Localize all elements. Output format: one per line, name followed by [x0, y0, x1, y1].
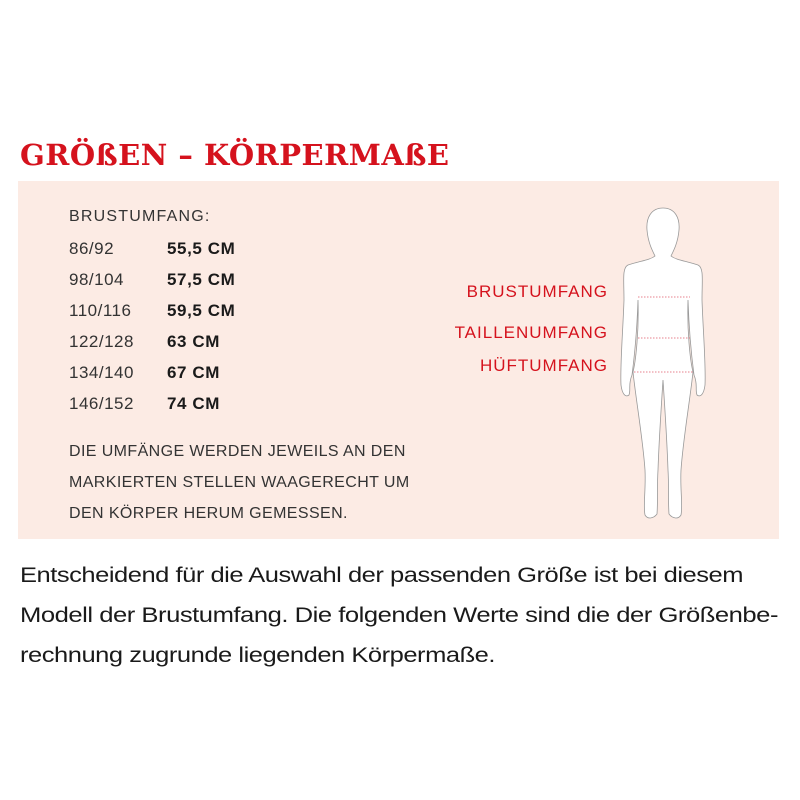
- page-title: GRÖßEN – KÖRPERMAßE: [20, 138, 450, 172]
- size-cell: 146/152: [69, 394, 134, 413]
- value-cell: 67 CM: [167, 363, 221, 382]
- body-silhouette: [620, 207, 706, 519]
- label-chest: BRUSTUMFANG: [466, 282, 608, 301]
- value-cell: 74 CM: [167, 394, 221, 413]
- label-waist: TAILLENUMFANG: [454, 323, 608, 342]
- note-line: DEN KÖRPER HERUM GEMESSEN.: [69, 505, 348, 522]
- body-text-line: Modell der Brustumfang. Die folgenden We…: [20, 603, 778, 627]
- label-hip: HÜFTUMFANG: [479, 356, 608, 375]
- value-cell: 57,5 CM: [167, 270, 236, 289]
- size-cell: 98/104: [69, 270, 124, 289]
- size-cell: 134/140: [69, 363, 134, 382]
- note-line: MARKIERTEN STELLEN WAAGERECHT UM: [69, 474, 410, 491]
- size-cell: 86/92: [69, 239, 115, 258]
- note-line: DIE UMFÄNGE WERDEN JEWEILS AN DEN: [69, 443, 406, 460]
- value-cell: 59,5 CM: [167, 301, 236, 320]
- size-cell: 110/116: [69, 301, 132, 320]
- size-cell: 122/128: [69, 332, 134, 351]
- value-cell: 63 CM: [167, 332, 221, 351]
- body-text-line: rechnung zugrunde liegenden Körpermaße.: [20, 643, 495, 667]
- body-text-line: Entscheidend für die Auswahl der passend…: [20, 563, 743, 587]
- table-header: BRUSTUMFANG:: [69, 208, 211, 225]
- value-cell: 55,5 CM: [167, 239, 236, 258]
